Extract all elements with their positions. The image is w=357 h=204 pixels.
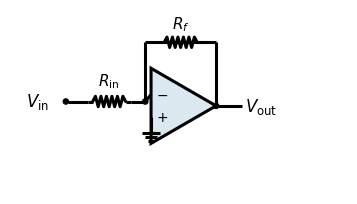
Polygon shape	[151, 69, 216, 144]
Text: $V_{\mathrm{in}}$: $V_{\mathrm{in}}$	[26, 92, 49, 112]
Text: $R_{\mathrm{in}}$: $R_{\mathrm{in}}$	[99, 72, 120, 91]
Circle shape	[213, 104, 218, 109]
Text: $V_{\mathrm{out}}$: $V_{\mathrm{out}}$	[245, 96, 277, 116]
Text: $+$: $+$	[156, 111, 168, 124]
Text: $R_f$: $R_f$	[172, 15, 190, 34]
Circle shape	[63, 99, 69, 105]
Text: $-$: $-$	[156, 88, 168, 102]
Circle shape	[143, 99, 148, 105]
